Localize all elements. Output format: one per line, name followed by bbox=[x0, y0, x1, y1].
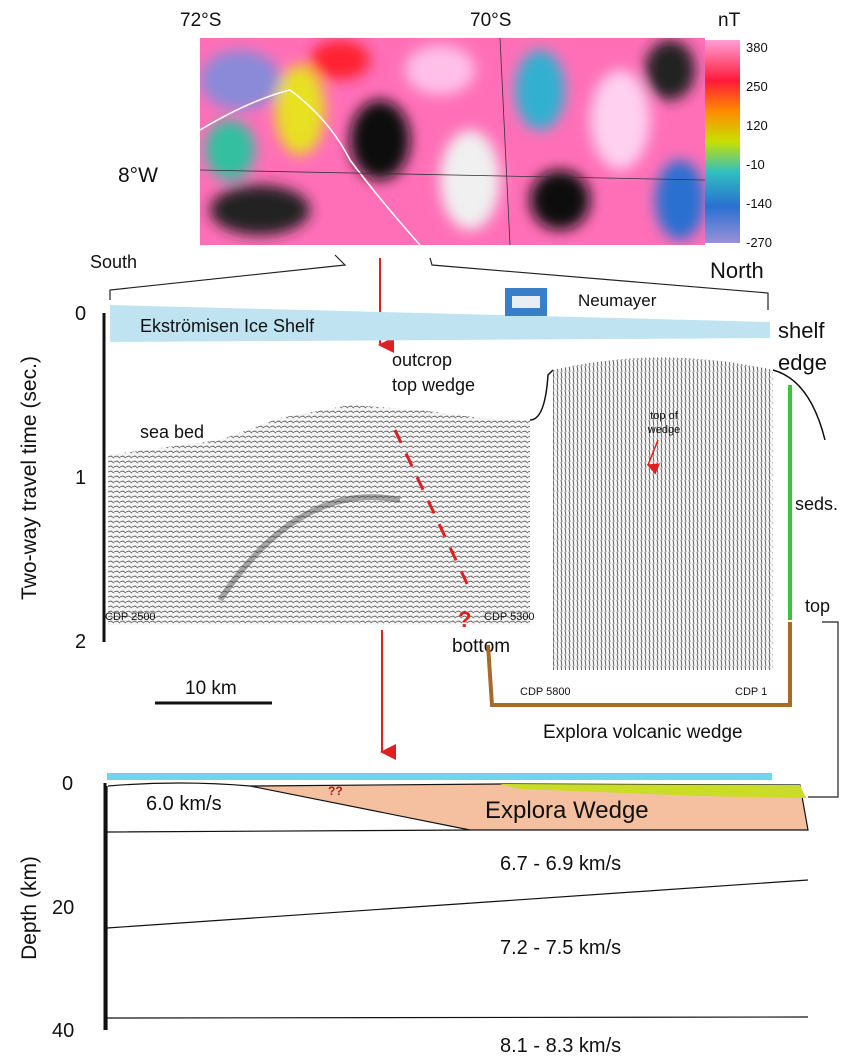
axis-tick-label: 40 bbox=[52, 1020, 74, 1042]
top-label: top bbox=[805, 596, 830, 616]
ice-shelf bbox=[107, 773, 772, 780]
cdp-label: CDP 5300 bbox=[484, 611, 535, 623]
wedge-label: Explora Wedge bbox=[485, 797, 649, 824]
scale-label: 10 km bbox=[185, 678, 237, 699]
axis-tick-label: 0 bbox=[62, 773, 73, 795]
velocity-label: 7.2 - 7.5 km/s bbox=[500, 937, 621, 959]
top-of-wedge-label: wedge bbox=[647, 424, 680, 436]
colorbar-ticks: 380 250 120 -10 -140 -270 bbox=[746, 40, 772, 250]
lon-label: 8°W bbox=[118, 164, 158, 187]
axis-tick-label: 0 bbox=[75, 303, 86, 325]
projection-lines bbox=[110, 255, 768, 310]
shelf-edge-label: shelf bbox=[778, 318, 825, 343]
axis-tick-label: 20 bbox=[52, 897, 74, 919]
outcrop-label: top wedge bbox=[392, 375, 475, 395]
seafloor-line bbox=[773, 370, 825, 440]
lat-label: 72°S bbox=[180, 10, 221, 31]
question-mark: ?? bbox=[328, 784, 343, 798]
velocity-label: 6.0 km/s bbox=[146, 793, 222, 815]
colorbar-tick-label: 250 bbox=[746, 79, 768, 94]
question-mark: ? bbox=[458, 607, 471, 632]
shelf-edge-label: edge bbox=[778, 350, 827, 375]
station-label: Neumayer bbox=[578, 291, 657, 310]
station-icon bbox=[512, 296, 540, 308]
seds-label: seds. bbox=[795, 494, 838, 514]
velocity-label: 6.7 - 6.9 km/s bbox=[500, 853, 621, 875]
axis-tick-label: 1 bbox=[75, 467, 86, 489]
lat-label: 70°S bbox=[470, 10, 511, 31]
axis-tick-label: 2 bbox=[75, 631, 86, 653]
colorbar-tick-label: 380 bbox=[746, 40, 768, 55]
colorbar-tick-label: -270 bbox=[746, 235, 772, 250]
colorbar bbox=[705, 40, 740, 243]
magnetic-map bbox=[200, 38, 705, 245]
wedge-label: Explora volcanic wedge bbox=[543, 722, 743, 743]
top-of-wedge-label: top of bbox=[650, 410, 678, 422]
bottom-label: bottom bbox=[452, 636, 510, 657]
seafloor-line bbox=[530, 370, 553, 420]
velocity-boundary bbox=[107, 830, 808, 1018]
sea-bed-label: sea bed bbox=[140, 422, 204, 442]
seismic-section bbox=[553, 358, 773, 671]
figure: 72°S 70°S 8°W nT 380250120-10-140-270 So… bbox=[0, 0, 849, 1059]
axis-title: Two-way travel time (sec.) bbox=[18, 356, 41, 600]
north-label: North bbox=[710, 258, 764, 283]
velocity-label: 8.1 - 8.3 km/s bbox=[500, 1035, 621, 1057]
colorbar-unit: nT bbox=[718, 10, 741, 31]
cdp-label: CDP 5800 bbox=[520, 686, 571, 698]
cdp-label: CDP 1 bbox=[735, 686, 767, 698]
colorbar-tick-label: 120 bbox=[746, 118, 768, 133]
bracket bbox=[808, 622, 838, 797]
colorbar-tick-label: -140 bbox=[746, 196, 772, 211]
colorbar-tick-label: -10 bbox=[746, 157, 765, 172]
axis-title: Depth (km) bbox=[18, 856, 41, 960]
outcrop-label: outcrop bbox=[392, 350, 452, 370]
south-label: South bbox=[90, 252, 137, 272]
ice-shelf-label: Ekströmisen Ice Shelf bbox=[140, 316, 315, 336]
seafloor bbox=[108, 783, 250, 786]
cdp-label: CDP 2500 bbox=[105, 611, 156, 623]
